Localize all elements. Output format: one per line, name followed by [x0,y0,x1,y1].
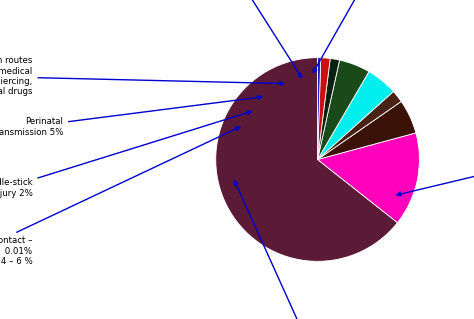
Text: Hemodialysis 15%: Hemodialysis 15% [235,181,347,319]
Wedge shape [318,58,339,160]
Wedge shape [318,71,393,160]
Wedge shape [318,60,369,160]
Wedge shape [318,101,416,160]
Wedge shape [318,92,401,160]
Wedge shape [318,133,419,223]
Text: Perinatal
transmission 5%: Perinatal transmission 5% [0,95,262,137]
Text: Organ
transplantation**
rare: Organ transplantation** rare [194,0,302,78]
Text: Injection drug use 60%
-70%: Injection drug use 60% -70% [397,131,474,196]
Wedge shape [318,58,321,160]
Text: Other rare transmission routes
____dentist medical
procedures - body piercing,
t: Other rare transmission routes ____denti… [0,56,283,96]
Wedge shape [318,58,330,160]
Text: Needle-stick
injury 2%: Needle-stick injury 2% [0,111,251,198]
Text: Blood transfusion
1991 – 10% ,2014
–1/500000: Blood transfusion 1991 – 10% ,2014 –1/50… [313,0,413,72]
Text: Sexual or house contact –
hetrosexual ***  0.01%
homosexual  4 – 6 %: Sexual or house contact – hetrosexual **… [0,127,240,266]
Wedge shape [216,58,398,261]
